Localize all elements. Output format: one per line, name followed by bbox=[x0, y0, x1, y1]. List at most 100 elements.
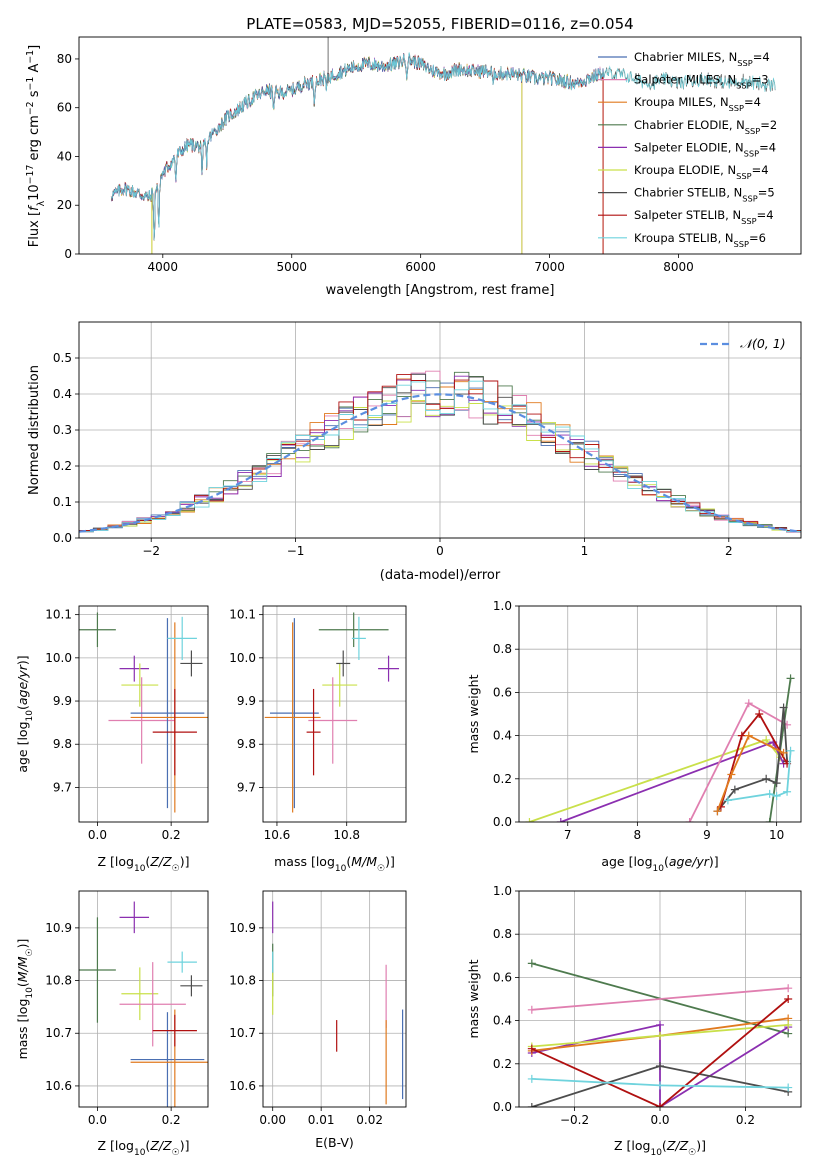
x-tick-label: 8 bbox=[634, 828, 642, 842]
weight-marker-ss bbox=[784, 995, 793, 1003]
x-tick-label: 0.2 bbox=[736, 1113, 755, 1127]
y-tick-label: 9.7 bbox=[53, 780, 72, 794]
x-axis-label: age [log10(age/yr)] bbox=[601, 854, 718, 874]
y-tick-label: 0.5 bbox=[53, 351, 72, 365]
residual-histogram-panel: −2 −1 0 1 2 0.0 0.1 0.2 0.3 0.4 0.5 𝒩(0, 1) (data-mo… bbox=[27, 321, 802, 583]
axes-frame bbox=[78, 321, 802, 539]
weight-marker-km bbox=[727, 770, 736, 779]
x-tick-label: 0.0 bbox=[88, 828, 107, 842]
weight-marker-cs bbox=[762, 774, 771, 783]
weight-marker-ks bbox=[786, 746, 795, 755]
x-tick-label: 0.2 bbox=[162, 1113, 181, 1127]
weight-line-se bbox=[560, 740, 785, 822]
weight-line-km bbox=[716, 734, 785, 812]
y-tick-label: 60 bbox=[57, 101, 72, 115]
x-axis-label: Z [log10(Z/Z☉)] bbox=[98, 854, 190, 874]
weight-marker-ke bbox=[762, 735, 771, 744]
weight-marker-sm bbox=[784, 984, 793, 993]
axes-frame bbox=[518, 890, 802, 1108]
x-tick-label: 5000 bbox=[276, 260, 307, 274]
x-axis-label: Z [log10(Z/Z☉)] bbox=[98, 1138, 190, 1158]
weight-marker-ke bbox=[656, 1031, 664, 1040]
weight-marker-se bbox=[556, 818, 565, 822]
histogram-series bbox=[79, 370, 801, 534]
weight-marker-ks bbox=[656, 1081, 664, 1090]
x-tick-label: −1 bbox=[287, 544, 305, 558]
legend-label-se: Salpeter ELODIE, NSSP=4 bbox=[634, 140, 776, 158]
y-tick-label: 1.0 bbox=[493, 884, 512, 898]
y-axis-label: mass weight bbox=[466, 959, 481, 1038]
legend-label-cs: Chabrier STELIB, NSSP=5 bbox=[634, 186, 775, 204]
mass-weight-vs-age-panel: 7 8 9 10 0.0 0.2 0.4 0.6 0.8 1.0 age [log10(age/yr… bbox=[466, 599, 802, 874]
errorbar-points bbox=[272, 901, 404, 1105]
y-tick-label: 0.2 bbox=[493, 1057, 512, 1071]
legend: Chabrier MILES, NSSP=4 Salpeter MILES, NS… bbox=[598, 50, 777, 249]
x-axis-label: mass [log10(M/M☉)] bbox=[274, 854, 395, 874]
weight-marker-cs bbox=[772, 779, 781, 788]
y-tick-label: 9.9 bbox=[237, 694, 256, 708]
weight-marker-km bbox=[744, 731, 753, 740]
y-tick-label: 0.0 bbox=[493, 815, 512, 829]
y-tick-label: 10.8 bbox=[229, 974, 256, 988]
x-tick-label: 10.8 bbox=[333, 828, 360, 842]
y-tick-label: 0.4 bbox=[493, 729, 512, 743]
y-tick-label: 10.7 bbox=[229, 1026, 256, 1040]
errorbar-points bbox=[79, 612, 208, 813]
x-axis-label: E(B-V) bbox=[315, 1135, 354, 1150]
y-tick-label: 0.8 bbox=[493, 642, 512, 656]
gaussian-curve bbox=[79, 393, 801, 533]
weight-marker-sm bbox=[527, 1005, 536, 1014]
errorbar-points bbox=[264, 612, 400, 813]
weight-marker-ss bbox=[737, 731, 746, 740]
x-tick-label: 0.2 bbox=[162, 828, 181, 842]
x-tick-label: 10 bbox=[769, 828, 784, 842]
weight-marker-ks bbox=[783, 787, 792, 796]
y-tick-label: 0.3 bbox=[53, 423, 72, 437]
y-tick-label: 0.2 bbox=[53, 459, 72, 473]
weight-marker-ks bbox=[784, 1083, 793, 1092]
weight-lines bbox=[527, 959, 793, 1107]
y-tick-label: 20 bbox=[57, 198, 72, 212]
x-axis-label: Z [log10(Z/Z☉)] bbox=[614, 1138, 706, 1158]
y-tick-label: 0.4 bbox=[493, 1014, 512, 1028]
weight-marker-cs bbox=[730, 785, 739, 794]
x-tick-label: 0.02 bbox=[356, 1113, 383, 1127]
legend-label-sm: Salpeter MILES, NSSP=3 bbox=[634, 73, 769, 91]
errorbar-points bbox=[79, 901, 208, 1107]
weight-marker-ke bbox=[784, 1020, 793, 1029]
spectrum-panel: 4000 5000 6000 7000 8000 0 20 40 60 80 wavelength … bbox=[25, 36, 802, 298]
age-vs-metallicity-panel: 0.0 0.2 9.7 9.8 9.9 10.0 10.1 Z [log10(Z/Z☉)] ag… bbox=[15, 605, 209, 874]
legend-label-km: Kroupa MILES, NSSP=4 bbox=[634, 95, 761, 113]
axes-frame bbox=[262, 890, 407, 1108]
weight-marker-ke bbox=[525, 818, 534, 822]
weight-marker-sm bbox=[744, 699, 753, 708]
weight-marker-km bbox=[713, 807, 722, 816]
weight-marker-ce bbox=[765, 818, 774, 822]
y-tick-label: 9.7 bbox=[237, 780, 256, 794]
axes-frame bbox=[78, 605, 209, 823]
y-tick-label: 9.8 bbox=[237, 737, 256, 751]
x-tick-label: 7 bbox=[564, 828, 572, 842]
y-tick-label: 10.9 bbox=[229, 921, 256, 935]
weight-marker-se bbox=[656, 1020, 664, 1029]
y-tick-label: 9.8 bbox=[53, 737, 72, 751]
y-tick-label: 0 bbox=[64, 247, 72, 261]
y-tick-label: 9.9 bbox=[53, 694, 72, 708]
weight-marker-cs bbox=[779, 703, 788, 712]
y-tick-label: 0.0 bbox=[53, 531, 72, 545]
weight-line-ss bbox=[531, 998, 789, 1107]
weight-marker-ks bbox=[527, 1074, 536, 1083]
age-vs-mass-panel: 10.6 10.8 9.7 9.8 9.9 10.0 10.1 mass [log10(M/M… bbox=[229, 605, 407, 874]
x-tick-label: 0 bbox=[436, 544, 444, 558]
y-tick-label: 0.0 bbox=[493, 1100, 512, 1114]
y-tick-label: 0.6 bbox=[493, 970, 512, 984]
weight-marker-cs bbox=[527, 1103, 536, 1107]
axes-frame bbox=[518, 605, 802, 823]
weight-marker-ss bbox=[527, 1044, 536, 1053]
weight-line-cs bbox=[716, 707, 788, 812]
y-tick-label: 10.1 bbox=[229, 608, 256, 622]
y-axis-label: age [log10(age/yr)] bbox=[15, 655, 35, 772]
x-tick-label: 8000 bbox=[663, 260, 694, 274]
axes-frame bbox=[262, 605, 407, 823]
